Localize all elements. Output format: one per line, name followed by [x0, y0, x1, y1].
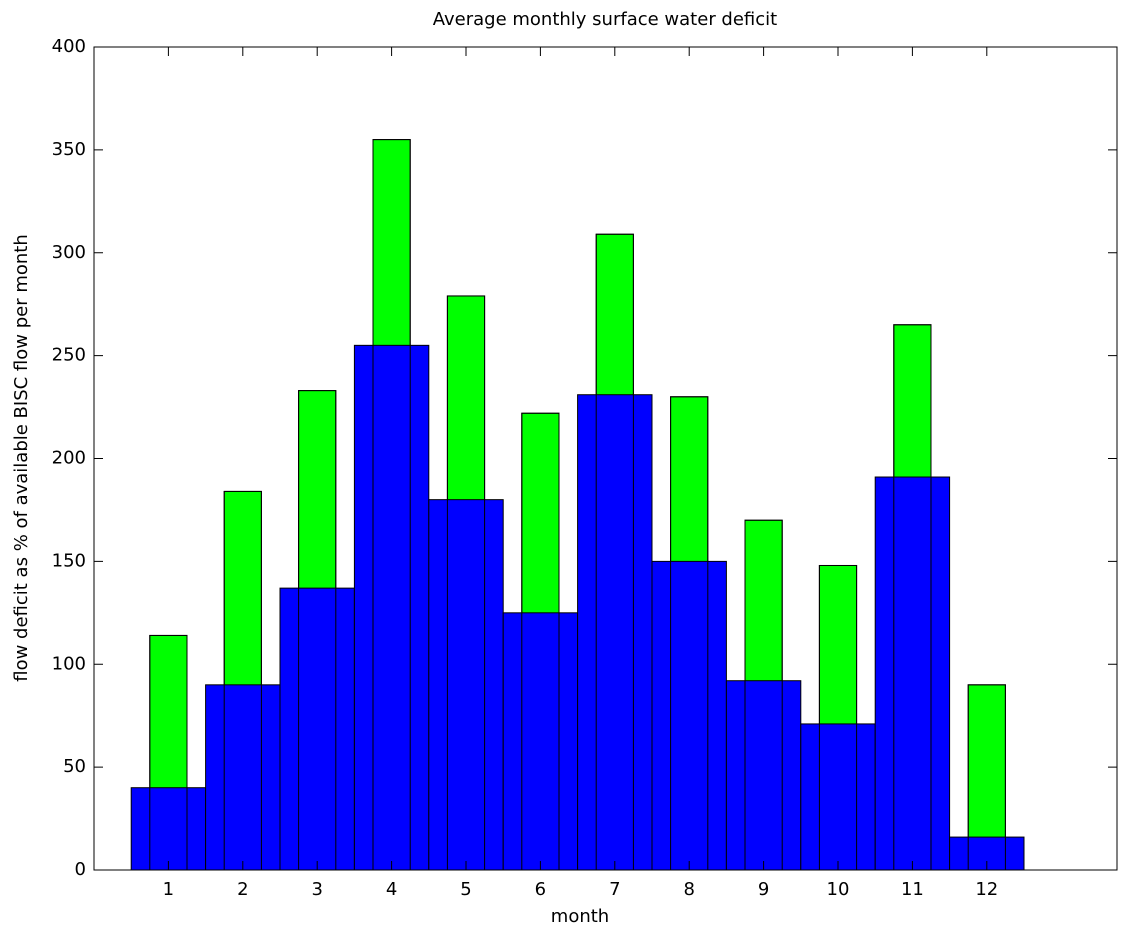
- bar: [874, 476, 951, 871]
- y-tick-label: 150: [52, 550, 86, 571]
- x-tick-label: 12: [975, 879, 998, 900]
- x-tick-label: 7: [609, 879, 620, 900]
- y-tick-label: 0: [75, 859, 86, 880]
- bar: [651, 560, 727, 871]
- bar: [130, 787, 207, 871]
- x-tick-label: 9: [758, 879, 769, 900]
- bar: [725, 680, 802, 871]
- x-tick-label: 11: [901, 879, 924, 900]
- x-tick-label: 3: [311, 879, 322, 900]
- bar: [800, 723, 876, 871]
- bar: [205, 684, 281, 871]
- y-tick-label: 300: [52, 242, 86, 263]
- x-tick-label: 4: [386, 879, 397, 900]
- y-tick-label: 250: [52, 345, 86, 366]
- y-tick-label: 350: [52, 139, 86, 160]
- y-tick-label: 400: [52, 36, 86, 57]
- y-tick-label: 200: [52, 448, 86, 469]
- x-tick-label: 2: [237, 879, 248, 900]
- bar: [502, 612, 579, 871]
- x-tick-label: 5: [460, 879, 471, 900]
- chart-title: Average monthly surface water deficit: [433, 9, 777, 30]
- y-tick-label: 100: [52, 653, 86, 674]
- y-tick-label: 50: [63, 756, 86, 777]
- x-axis-label: month: [551, 906, 609, 927]
- x-tick-label: 8: [683, 879, 694, 900]
- bar: [353, 344, 430, 871]
- bar: [428, 499, 504, 871]
- x-tick-label: 6: [535, 879, 546, 900]
- y-axis-label: flow deficit as % of available BISC flow…: [11, 234, 32, 682]
- x-tick-label: 1: [163, 879, 174, 900]
- x-tick-label: 10: [827, 879, 850, 900]
- bar: [577, 394, 653, 871]
- bar: [279, 587, 355, 871]
